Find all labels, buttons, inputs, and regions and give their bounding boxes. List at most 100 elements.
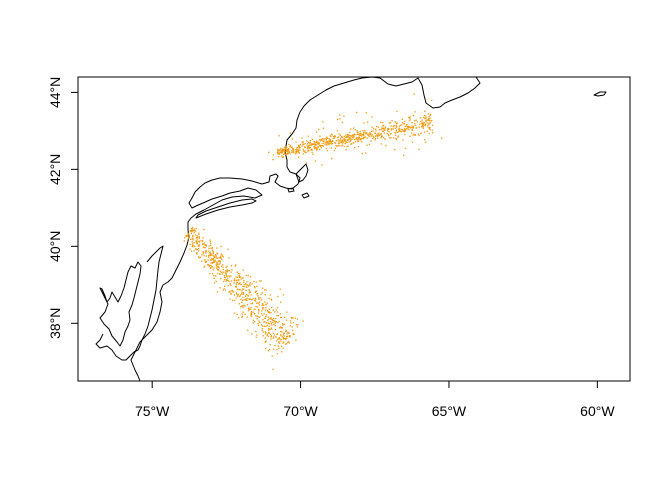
track-point [343, 138, 345, 140]
track-point [292, 148, 294, 150]
track-point [419, 123, 421, 125]
track-point [383, 128, 386, 130]
track-point [205, 251, 207, 253]
track-point [269, 318, 271, 320]
track-point [236, 282, 238, 284]
track-point [407, 116, 410, 119]
track-point [235, 276, 237, 278]
track-point [220, 255, 222, 257]
track-point [213, 261, 215, 263]
track-point [210, 247, 212, 249]
track-point [424, 110, 426, 112]
track-point [192, 237, 194, 239]
track-point [318, 148, 321, 151]
track-point [248, 289, 250, 291]
track-point [256, 315, 258, 317]
track-point [326, 141, 328, 143]
track-point [366, 137, 368, 139]
track-point [380, 129, 382, 131]
track-point [283, 337, 285, 340]
track-point [289, 152, 291, 155]
track-point [270, 318, 272, 320]
track-point [427, 119, 429, 121]
track-point [220, 265, 223, 267]
track-point [288, 150, 290, 153]
track-point [270, 327, 272, 329]
track-point [254, 308, 256, 310]
track-point [270, 322, 273, 324]
track-point [399, 129, 401, 132]
track-point [383, 136, 385, 139]
track-point [262, 307, 264, 309]
track-point [291, 146, 293, 148]
track-point [246, 316, 249, 318]
track-point [288, 332, 290, 334]
track-point [194, 230, 196, 232]
track-point [295, 147, 297, 149]
track-point [283, 335, 285, 337]
track-point [248, 285, 250, 287]
track-point [341, 144, 344, 146]
track-point [321, 145, 323, 147]
track-point [264, 333, 267, 335]
track-point [431, 124, 434, 126]
track-point [224, 285, 226, 287]
track-point [314, 145, 316, 147]
track-point [419, 117, 421, 119]
track-point [404, 147, 407, 150]
track-point [282, 342, 284, 344]
track-point [198, 241, 201, 243]
track-point [203, 242, 205, 244]
track-point [189, 248, 191, 250]
track-point [230, 292, 232, 294]
track-point [215, 280, 217, 283]
track-point [283, 332, 285, 335]
track-point [224, 276, 226, 279]
track-point [396, 110, 398, 113]
track-point [198, 248, 200, 250]
track-point [260, 293, 262, 296]
track-point [404, 130, 406, 132]
track-point [197, 256, 200, 258]
track-point [231, 269, 233, 271]
track-point [215, 264, 218, 266]
track-point [394, 132, 397, 134]
track-point [365, 132, 367, 134]
track-point [355, 138, 357, 140]
track-point [339, 139, 341, 141]
track-point [405, 125, 408, 127]
track-point [381, 128, 383, 130]
track-point [250, 294, 252, 296]
track-point [422, 123, 425, 125]
track-point [193, 242, 195, 244]
track-point [290, 316, 292, 319]
track-point [287, 331, 289, 333]
track-point [265, 322, 267, 324]
track-point [390, 137, 392, 139]
track-point [308, 144, 311, 146]
track-point [278, 155, 280, 158]
track-point [364, 136, 367, 138]
track-point [404, 129, 406, 131]
track-point [292, 333, 294, 336]
track-point [223, 288, 225, 290]
track-point [275, 317, 277, 320]
track-point [204, 244, 207, 246]
track-point [184, 237, 186, 239]
track-point [270, 335, 273, 337]
track-point [266, 310, 269, 312]
track-point [378, 133, 380, 135]
track-point [218, 263, 221, 265]
track-point [384, 138, 386, 140]
coastline-nova-scotia-tip [593, 91, 607, 97]
track-point [254, 291, 257, 294]
track-point [271, 318, 273, 321]
track-point [329, 142, 331, 144]
track-point [268, 325, 270, 327]
track-point [368, 143, 371, 145]
track-point [326, 142, 328, 144]
track-point [206, 264, 209, 266]
track-point [211, 266, 214, 268]
track-point [274, 325, 276, 327]
track-point [227, 248, 229, 250]
